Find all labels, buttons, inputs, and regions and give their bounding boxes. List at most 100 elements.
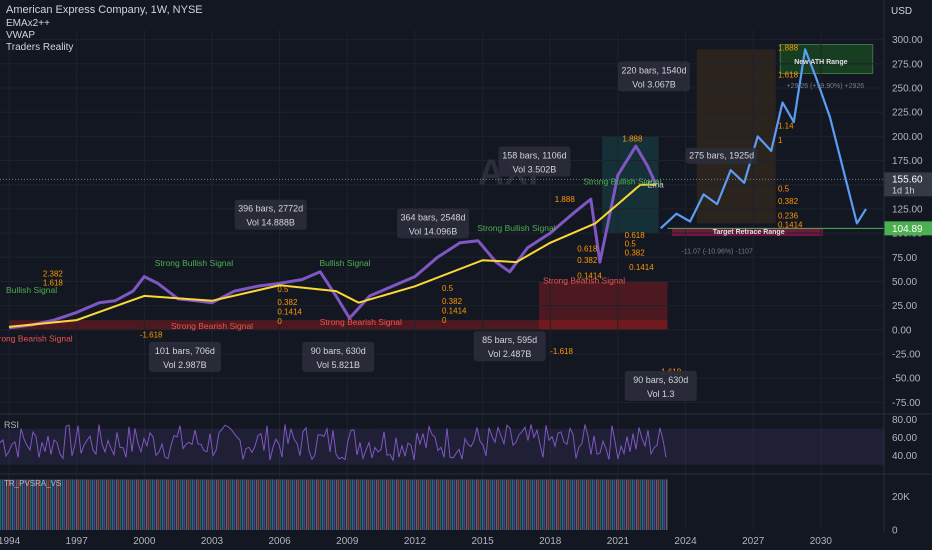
volume-bar bbox=[258, 479, 260, 530]
target-retrace-box bbox=[672, 228, 824, 236]
volume-bar bbox=[42, 479, 44, 530]
volume-bar bbox=[360, 479, 362, 530]
volume-bar bbox=[278, 479, 280, 530]
volume-bar bbox=[290, 479, 292, 530]
fib-label: 0.5 bbox=[442, 284, 454, 293]
volume-bar bbox=[54, 479, 56, 530]
volume-bar bbox=[6, 479, 8, 530]
volume-bar bbox=[376, 479, 378, 530]
volume-bar bbox=[144, 479, 146, 530]
volume-bar bbox=[58, 479, 60, 530]
volume-bar bbox=[396, 479, 398, 530]
volume-bar bbox=[236, 479, 238, 530]
bars-range-box bbox=[302, 341, 375, 372]
volume-bar bbox=[666, 479, 668, 530]
volume-bar bbox=[206, 479, 208, 530]
measure-text: -11.07 (-10.96%) -1107 bbox=[681, 248, 752, 255]
fib-label: 0.1414 bbox=[778, 220, 803, 229]
y-tick-label: -75.00 bbox=[892, 398, 921, 409]
volume-bar bbox=[28, 479, 30, 530]
y-tick-label: 175.00 bbox=[892, 156, 923, 167]
volume-bar bbox=[638, 479, 640, 530]
volume-bar bbox=[500, 479, 502, 530]
volume-bar bbox=[142, 479, 144, 530]
fib-label: 0.1414 bbox=[277, 307, 302, 316]
volume-bar bbox=[646, 479, 648, 530]
volume-bar bbox=[118, 479, 120, 530]
bars-range-box bbox=[396, 208, 469, 239]
fib-label: 0.5 bbox=[625, 240, 637, 249]
volume-bar bbox=[270, 479, 272, 530]
signal-label: Strong Bearish Signal bbox=[320, 317, 402, 327]
measure-text: +29.26 (+19.90%) +2926 bbox=[787, 83, 865, 90]
volume-bar bbox=[232, 479, 234, 530]
y-tick-label: 125.00 bbox=[892, 204, 923, 215]
volume-bar bbox=[330, 479, 332, 530]
volume-bar bbox=[578, 479, 580, 530]
volume-bar bbox=[96, 479, 98, 530]
fib-label: 1.14 bbox=[778, 122, 794, 131]
volume-bar bbox=[260, 479, 262, 530]
ema-label: Ema bbox=[647, 181, 664, 190]
indicator-vwap[interactable]: VWAP bbox=[6, 30, 36, 41]
fib-label: -1.618 bbox=[140, 331, 163, 340]
bars-range-volume: Vol 14.096B bbox=[409, 226, 458, 236]
x-tick-label: 2024 bbox=[674, 536, 697, 547]
volume-bar bbox=[56, 479, 58, 530]
volume-bar bbox=[636, 479, 638, 530]
y-tick-label: -50.00 bbox=[892, 374, 921, 385]
bars-range-volume: Vol 1.3 bbox=[647, 389, 675, 399]
volume-bar bbox=[182, 479, 184, 530]
volume-bar bbox=[168, 479, 170, 530]
volume-bar bbox=[592, 479, 594, 530]
y-tick-label: 200.00 bbox=[892, 132, 923, 143]
volume-bar bbox=[296, 479, 298, 530]
volume-bar bbox=[148, 479, 150, 530]
volume-bar bbox=[624, 479, 626, 530]
bars-range-box bbox=[624, 370, 697, 401]
volume-bar bbox=[196, 479, 198, 530]
fib-label: 0.1414 bbox=[442, 306, 467, 315]
volume-bar bbox=[130, 479, 132, 530]
volume-bar bbox=[122, 479, 124, 530]
volume-bar bbox=[470, 479, 472, 530]
volume-pane-label: TR_PVSRA_VS bbox=[4, 479, 61, 488]
volume-bar bbox=[242, 479, 244, 530]
volume-bar bbox=[294, 479, 296, 530]
volume-bar bbox=[488, 479, 490, 530]
volume-bar bbox=[150, 479, 152, 530]
volume-bar bbox=[138, 479, 140, 530]
volume-bar bbox=[610, 479, 612, 530]
volume-bar bbox=[580, 479, 582, 530]
volume-bar bbox=[452, 479, 454, 530]
volume-bar bbox=[524, 479, 526, 530]
volume-bar bbox=[344, 479, 346, 530]
volume-bar bbox=[422, 479, 424, 530]
volume-bar bbox=[8, 479, 10, 530]
volume-bar bbox=[16, 479, 18, 530]
indicator-emax2[interactable]: EMAx2++ bbox=[6, 18, 50, 29]
y-tick-label: 300.00 bbox=[892, 35, 923, 46]
x-tick-label: 2021 bbox=[607, 536, 630, 547]
volume-bar bbox=[220, 479, 222, 530]
volume-bar bbox=[190, 479, 192, 530]
volume-bar bbox=[272, 479, 274, 530]
volume-bar bbox=[546, 479, 548, 530]
volume-bar bbox=[346, 479, 348, 530]
volume-bar bbox=[362, 479, 364, 530]
x-tick-label: 2006 bbox=[269, 536, 292, 547]
volume-bar bbox=[540, 479, 542, 530]
bars-range-volume: Vol 14.888B bbox=[246, 218, 295, 228]
volume-bar bbox=[536, 479, 538, 530]
volume-bar bbox=[202, 479, 204, 530]
volume-bar bbox=[152, 479, 154, 530]
volume-bar bbox=[460, 479, 462, 530]
fib-label: 0.618 bbox=[625, 231, 646, 240]
signal-label: Bullish Signal bbox=[320, 258, 371, 268]
volume-bar bbox=[366, 479, 368, 530]
volume-bar bbox=[552, 479, 554, 530]
volume-bar bbox=[210, 479, 212, 530]
indicator-traders-reality[interactable]: Traders Reality bbox=[6, 42, 74, 53]
volume-bar bbox=[322, 479, 324, 530]
volume-bar bbox=[136, 479, 138, 530]
